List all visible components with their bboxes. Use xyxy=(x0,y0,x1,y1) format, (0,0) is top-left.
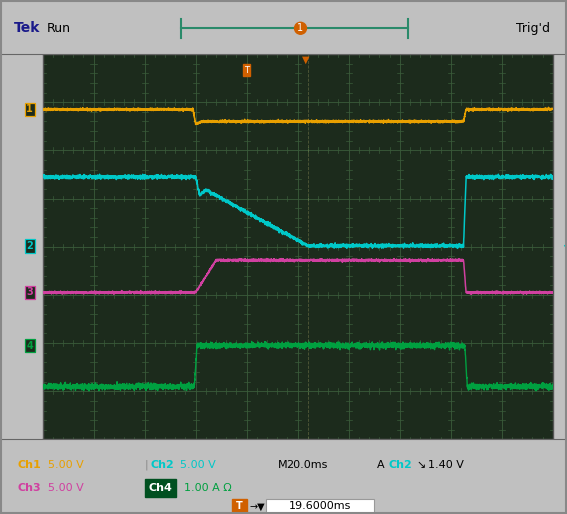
Text: 20.0ms: 20.0ms xyxy=(286,460,328,470)
Text: →▼: →▼ xyxy=(249,501,265,511)
Text: A: A xyxy=(377,460,384,470)
Text: T: T xyxy=(244,65,249,75)
Text: 3: 3 xyxy=(27,287,33,298)
Text: Ch3: Ch3 xyxy=(17,483,41,493)
Text: 1: 1 xyxy=(298,23,303,33)
Text: Tek: Tek xyxy=(14,21,41,35)
Text: 5.00 V: 5.00 V xyxy=(48,483,84,493)
Text: Trig'd: Trig'd xyxy=(516,22,550,35)
Text: Ch2: Ch2 xyxy=(388,460,412,470)
Text: T: T xyxy=(236,501,243,511)
Text: ▼: ▼ xyxy=(302,55,310,65)
Text: 2: 2 xyxy=(27,241,33,251)
Text: ↘: ↘ xyxy=(417,460,426,470)
Text: |: | xyxy=(145,460,148,470)
Text: 19.6000ms: 19.6000ms xyxy=(289,501,352,511)
Text: 1.00 A Ω: 1.00 A Ω xyxy=(184,483,232,493)
Text: 5.00 V: 5.00 V xyxy=(48,460,84,470)
Text: 4: 4 xyxy=(27,340,33,351)
Text: 5.00 V: 5.00 V xyxy=(180,460,216,470)
Text: Ch2: Ch2 xyxy=(150,460,174,470)
Text: Run: Run xyxy=(46,22,70,35)
Text: M: M xyxy=(278,460,287,470)
Text: 1: 1 xyxy=(27,104,33,115)
Text: 1.40 V: 1.40 V xyxy=(428,460,464,470)
Text: Ch4: Ch4 xyxy=(148,483,172,493)
Text: Ch1: Ch1 xyxy=(17,460,41,470)
